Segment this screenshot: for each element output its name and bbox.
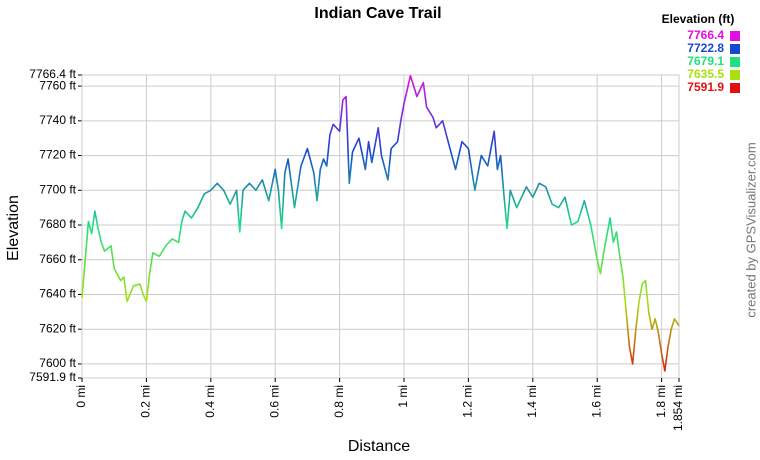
x-tick-label: 1.2 mi <box>461 385 475 418</box>
y-tick-label: 7600 ft <box>39 356 76 370</box>
y-tick-label: 7680 ft <box>39 217 76 231</box>
legend-swatch <box>730 83 740 93</box>
y-tick-label: 7660 ft <box>39 252 76 266</box>
x-tick-label: 0.2 mi <box>139 385 153 418</box>
x-tick-label: 1 mi <box>396 385 410 408</box>
y-axis-title: Elevation <box>5 195 22 261</box>
legend-swatch <box>730 31 740 41</box>
x-tick-label: 0.8 mi <box>332 385 346 418</box>
legend-swatch <box>730 44 740 54</box>
x-tick-label: 0.6 mi <box>267 385 281 418</box>
x-tick-label: 0 mi <box>74 385 88 408</box>
chart-title: Indian Cave Trail <box>314 5 441 22</box>
x-tick-label: 1.4 mi <box>525 385 539 418</box>
y-tick-label: 7620 ft <box>39 321 76 335</box>
legend-label: 7766.4 <box>687 28 724 42</box>
legend-label: 7635.5 <box>687 67 724 81</box>
y-tick-label: 7760 ft <box>39 78 76 92</box>
legend-label: 7722.8 <box>687 41 724 55</box>
legend-label: 7679.1 <box>687 54 724 68</box>
x-tick-label: 0.4 mi <box>203 385 217 418</box>
legend-swatch <box>730 70 740 80</box>
legend-label: 7591.9 <box>687 80 724 94</box>
watermark: created by GPSVisualizer.com <box>743 142 758 317</box>
legend-swatch <box>730 57 740 67</box>
x-tick-label: 1.6 mi <box>589 385 603 418</box>
y-tick-label: 7766.4 ft <box>29 67 76 81</box>
elevation-line <box>81 74 680 372</box>
y-tick-label: 7591.9 ft <box>29 370 76 384</box>
x-tick-label: 1.8 mi <box>654 385 668 418</box>
y-tick-label: 7640 ft <box>39 287 76 301</box>
legend-title: Elevation (ft) <box>662 12 735 26</box>
y-tick-label: 7740 ft <box>39 113 76 127</box>
y-tick-label: 7720 ft <box>39 148 76 162</box>
y-tick-label: 7700 ft <box>39 182 76 196</box>
x-tick-label: 1.854 mi <box>671 385 685 431</box>
x-axis-title: Distance <box>348 438 410 455</box>
